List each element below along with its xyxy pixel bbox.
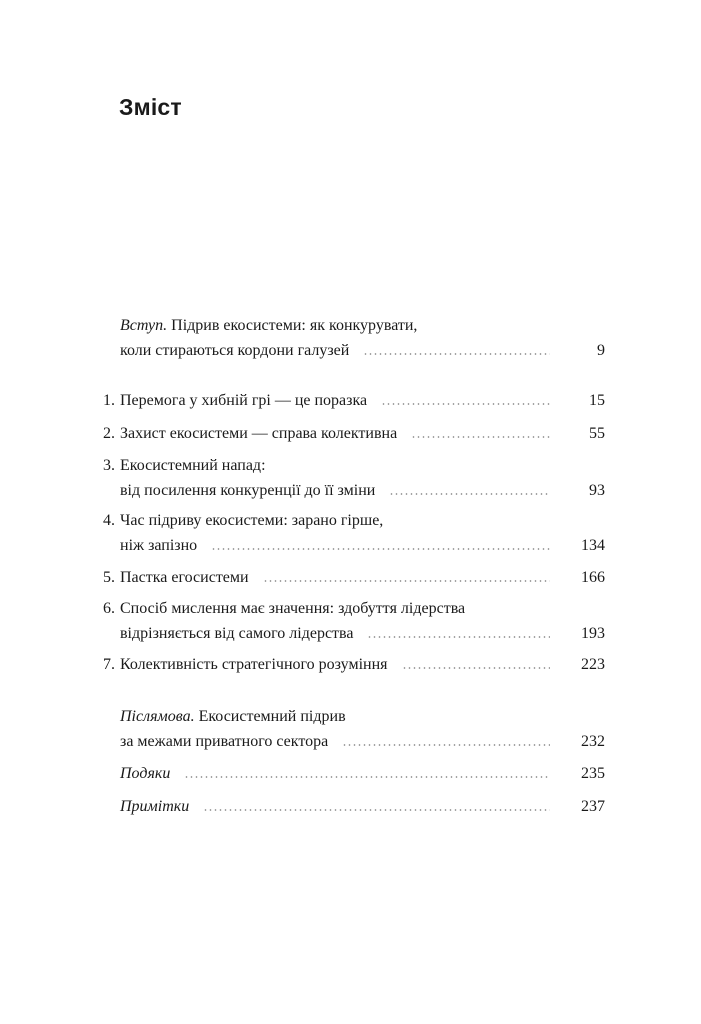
entry-title-line: Захист екосистеми — справа колективна xyxy=(120,425,398,442)
entry-prefix: Післямова. xyxy=(120,708,195,725)
page-number: 15 xyxy=(589,392,605,409)
page-number: 223 xyxy=(581,656,605,673)
dot-leader xyxy=(342,743,550,746)
chapter-number: 7. xyxy=(103,656,115,673)
chapter-number: 2. xyxy=(103,425,115,442)
dot-leader xyxy=(203,808,550,811)
entry-title: Примітки xyxy=(120,798,190,815)
chapter-number: 5. xyxy=(103,569,115,586)
dot-leader xyxy=(401,666,550,669)
page-number: 93 xyxy=(589,482,605,499)
chapter-number: 4. xyxy=(103,512,115,529)
toc-entry-chapter-4[interactable]: 4. Час підриву екосистеми: зарано гірше, … xyxy=(0,508,701,558)
toc-entry-chapter-5[interactable]: 5. Пастка егосистеми 166 xyxy=(0,565,701,590)
toc-entry-chapter-3[interactable]: 3. Екосистемний напад: від посилення конк… xyxy=(0,453,701,503)
page-number: 9 xyxy=(597,342,605,359)
dot-leader xyxy=(363,352,550,355)
dot-leader xyxy=(381,402,550,405)
entry-title-line: від посилення конкуренції до її зміни xyxy=(120,482,376,499)
entry-title-line: Пастка егосистеми xyxy=(120,569,249,586)
page-number: 166 xyxy=(581,569,605,586)
dot-leader xyxy=(184,775,550,778)
entry-title-line: Колективність стратегічного розуміння xyxy=(120,656,388,673)
entry-title-line: відрізняється від самого лідерства xyxy=(120,625,354,642)
dot-leader xyxy=(211,547,550,550)
entry-title-line: Екосистемний напад: xyxy=(120,457,266,474)
toc-entry-chapter-2[interactable]: 2. Захист екосистеми — справа колективна 5… xyxy=(0,421,701,446)
entry-title-line: Спосіб мислення має значення: здобуття л… xyxy=(120,600,466,617)
entry-title-line: коли стираються кордони галузей xyxy=(120,342,350,359)
page-number: 237 xyxy=(581,798,605,815)
entry-title-line: Час підриву екосистеми: зарано гірше, xyxy=(120,512,384,529)
page-number: 193 xyxy=(581,625,605,642)
dot-leader xyxy=(367,635,550,638)
page-number: 55 xyxy=(589,425,605,442)
toc-entry-notes[interactable]: Примітки 237 xyxy=(0,794,701,819)
toc-entry-afterword[interactable]: Післямова. Екосистемний підрив за межами… xyxy=(0,704,701,754)
toc-entry-intro[interactable]: Вступ. Підрив екосистеми: як конкурувати… xyxy=(0,313,701,363)
entry-title: Подяки xyxy=(120,765,171,782)
page-number: 134 xyxy=(581,537,605,554)
toc-entry-chapter-6[interactable]: 6. Спосіб мислення має значення: здобуття… xyxy=(0,596,701,646)
page-number: 235 xyxy=(581,765,605,782)
entry-title-line: ніж запізно xyxy=(120,537,198,554)
page-title: Зміст xyxy=(119,94,182,120)
page-number: 232 xyxy=(581,733,605,750)
toc-entry-acknowledgements[interactable]: Подяки 235 xyxy=(0,761,701,786)
entry-title-line: Перемога у хибній грі — це поразка xyxy=(120,392,368,409)
toc-entry-chapter-1[interactable]: 1. Перемога у хибній грі — це поразка 15 xyxy=(0,388,701,413)
dot-leader xyxy=(389,492,550,495)
dot-leader xyxy=(262,579,550,582)
entry-title-line: Підрив екосистеми: як конкурувати, xyxy=(171,317,418,334)
chapter-number: 3. xyxy=(103,457,115,474)
chapter-number: 6. xyxy=(103,600,115,617)
toc-entry-chapter-7[interactable]: 7. Колективність стратегічного розуміння 2… xyxy=(0,652,701,677)
dot-leader xyxy=(411,435,550,438)
chapter-number: 1. xyxy=(103,392,115,409)
entry-title-line: за межами приватного сектора xyxy=(120,733,329,750)
entry-title-line: Екосистемний підрив xyxy=(198,708,346,725)
entry-prefix: Вступ. xyxy=(120,317,168,334)
